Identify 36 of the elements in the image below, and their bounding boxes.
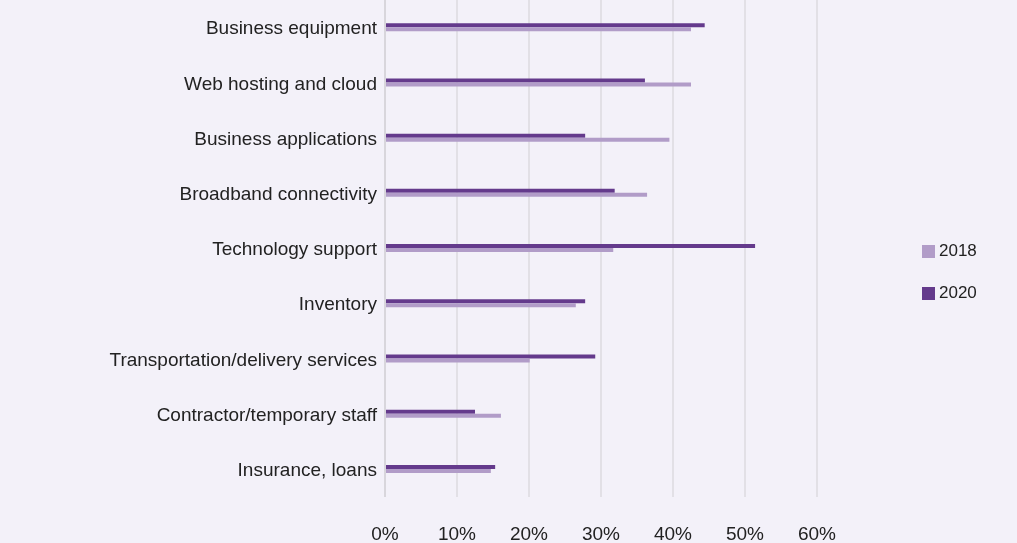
bar (385, 192, 648, 197)
x-tick-label: 20% (509, 523, 549, 543)
y-tick-label: Contractor/temporary staff (156, 403, 378, 425)
bar (385, 354, 596, 359)
bar (385, 358, 530, 363)
x-tick-label: 60% (797, 523, 837, 543)
bar (385, 23, 705, 28)
bar (385, 78, 645, 83)
bar (385, 133, 586, 138)
bar (385, 464, 496, 469)
x-tick-label: 40% (653, 523, 693, 543)
bar (385, 468, 491, 473)
y-tick-label: Business equipment (205, 17, 378, 39)
x-tick-label: 0% (371, 523, 399, 543)
bar (385, 137, 670, 142)
legend-label: 2018 (939, 240, 977, 260)
y-tick-label: Web hosting and cloud (184, 72, 377, 94)
x-tick-label: 30% (581, 523, 621, 543)
y-tick-label: Technology support (212, 238, 378, 260)
bar (385, 188, 615, 193)
bar (385, 244, 756, 249)
bar (385, 413, 501, 418)
bar (385, 299, 586, 304)
bar (385, 303, 576, 308)
x-tick-label: 10% (437, 523, 477, 543)
legend-label: 2020 (939, 282, 977, 302)
y-tick-label: Broadband connectivity (179, 183, 378, 205)
bar (385, 27, 691, 32)
y-tick-label: Inventory (298, 293, 378, 315)
bar (385, 248, 614, 253)
x-tick-label: 50% (725, 523, 765, 543)
y-tick-label: Insurance, loans (237, 459, 377, 481)
y-tick-label: Transportation/delivery services (109, 348, 377, 370)
y-tick-label: Business applications (194, 127, 377, 149)
bar (385, 409, 475, 414)
bar (385, 82, 691, 87)
